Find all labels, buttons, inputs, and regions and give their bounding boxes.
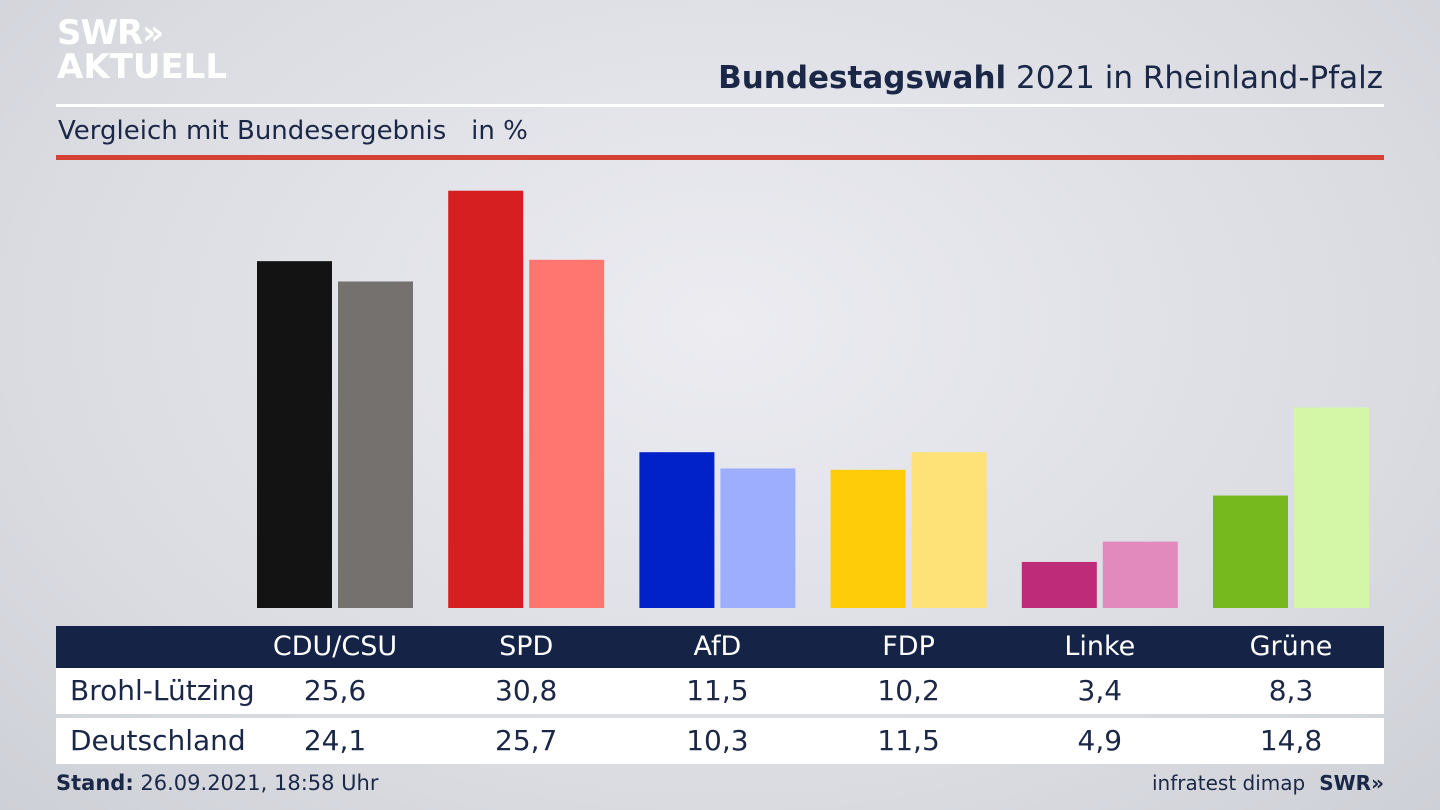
chart-subtitle: Vergleich mit Bundesergebnis in % <box>58 116 528 146</box>
bar-national-linke <box>1102 541 1178 608</box>
category-label: FDP <box>882 631 935 662</box>
bar-national-cducsu <box>338 281 413 608</box>
bar-national-spd <box>529 259 605 608</box>
value-cell: 25,7 <box>495 724 558 757</box>
timestamp: Stand: 26.09.2021, 18:58 Uhr <box>56 771 379 795</box>
accent-divider <box>56 155 1384 160</box>
value-cell: 8,3 <box>1268 674 1314 707</box>
bar-local-afd <box>639 452 715 608</box>
value-cell: 10,3 <box>686 724 749 757</box>
source-credit: infratest dimap SWR» <box>1152 771 1384 795</box>
bar-local-linke <box>1021 561 1097 608</box>
brand-mark: SWR» <box>1319 771 1384 795</box>
results-table: CDU/CSU SPD AfD FDP Linke Grüne Brohl-Lützing… <box>56 626 1384 764</box>
bar-local-spd <box>448 190 524 609</box>
row-label: Brohl-Lützing <box>70 674 255 707</box>
bar-local-cducsu <box>257 261 332 608</box>
value-cell: 11,5 <box>686 674 749 707</box>
bar-local-grüne <box>1213 495 1288 608</box>
stand-value: 26.09.2021, 18:58 Uhr <box>133 771 379 795</box>
swr-aktuell-logo: SWR» AKTUELL <box>57 16 227 84</box>
source-text: infratest dimap <box>1152 771 1306 795</box>
table-row: Brohl-Lützing 25,6 30,8 11,5 10,2 3,4 8,3 <box>56 668 1384 714</box>
category-label: SPD <box>499 631 554 662</box>
bar-chart <box>257 190 1369 609</box>
logo-line-1: SWR» <box>57 13 164 53</box>
table-row: Deutschland 24,1 25,7 10,3 11,5 4,9 14,8 <box>56 718 1384 764</box>
value-cell: 11,5 <box>877 724 940 757</box>
bar-national-afd <box>720 468 796 608</box>
value-cell: 14,8 <box>1259 724 1323 757</box>
category-label: Grüne <box>1249 631 1333 662</box>
page-title: Bundestagswahl 2021 in Rheinland-Pfalz <box>718 60 1383 96</box>
title-bold: Bundestagswahl <box>718 60 1007 96</box>
value-cell: 4,9 <box>1077 724 1123 757</box>
stand-label: Stand: <box>56 771 134 795</box>
table-header-row: CDU/CSU SPD AfD FDP Linke Grüne <box>56 626 1384 668</box>
value-cell: 3,4 <box>1077 674 1123 707</box>
bar-national-grüne <box>1294 407 1369 608</box>
header-divider <box>56 104 1384 107</box>
value-cell: 24,1 <box>303 724 367 757</box>
category-label: AfD <box>693 631 742 662</box>
value-cell: 25,6 <box>303 674 367 707</box>
logo-line-2: AKTUELL <box>57 47 228 87</box>
value-cell: 30,8 <box>495 674 558 707</box>
bar-national-fdp <box>911 452 987 608</box>
value-cell: 10,2 <box>877 674 940 707</box>
bar-local-fdp <box>830 469 906 608</box>
category-label: CDU/CSU <box>272 631 398 662</box>
row-label: Deutschland <box>70 724 246 757</box>
title-rest: 2021 in Rheinland-Pfalz <box>1006 60 1383 96</box>
category-label: Linke <box>1064 631 1136 662</box>
